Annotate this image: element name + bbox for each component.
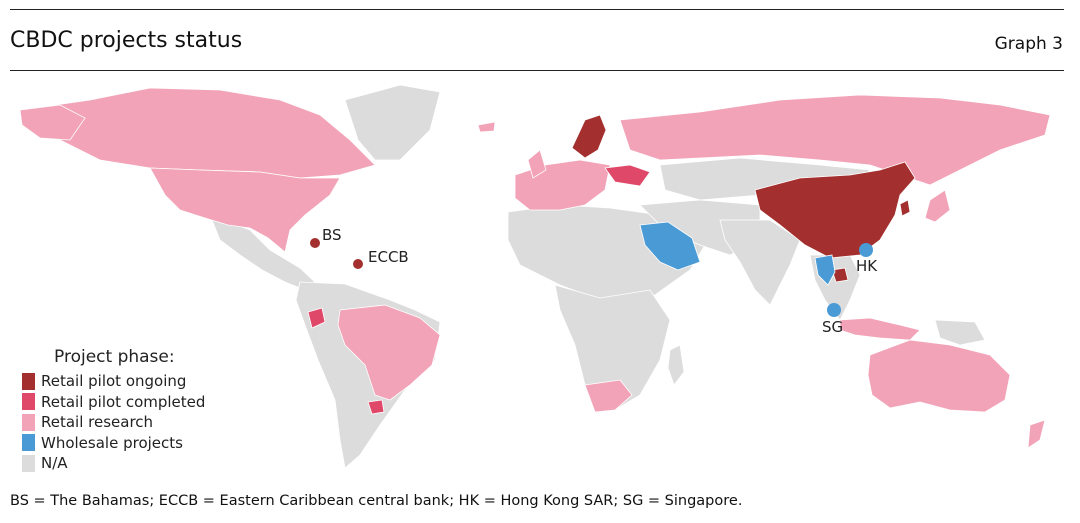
map-south-africa-research bbox=[584, 379, 633, 413]
map-australia bbox=[867, 339, 1011, 413]
marker-label-hk: HK bbox=[856, 257, 878, 275]
legend-swatch-na bbox=[22, 454, 35, 472]
map-thailand bbox=[814, 254, 836, 286]
legend-title: Project phase: bbox=[54, 347, 175, 367]
map-cambodia bbox=[831, 267, 849, 283]
legend-label: Retail research bbox=[41, 413, 154, 432]
map-new-zealand bbox=[1027, 419, 1046, 449]
legend-item: Retail research bbox=[22, 412, 205, 433]
map-alaska bbox=[19, 104, 86, 141]
map-japan bbox=[924, 189, 951, 223]
map-indonesia bbox=[839, 317, 921, 341]
map-russia bbox=[619, 94, 1051, 186]
legend-item: Retail pilot ongoing bbox=[22, 371, 205, 392]
map-legend: Project phase: Retail pilot ongoing Reta… bbox=[22, 347, 205, 474]
legend-swatch-wholesale bbox=[22, 434, 35, 452]
marker-eccb-dot bbox=[353, 259, 363, 269]
legend-item: Retail pilot completed bbox=[22, 392, 205, 413]
marker-sg-dot bbox=[827, 303, 841, 317]
legend-label: Retail pilot completed bbox=[41, 392, 206, 411]
marker-label-bs: BS bbox=[322, 226, 342, 244]
legend-swatch-retail-research bbox=[22, 413, 35, 431]
legend-label: N/A bbox=[41, 454, 68, 473]
map-ecuador bbox=[307, 307, 326, 329]
map-madagascar bbox=[667, 344, 685, 386]
marker-label-eccb: ECCB bbox=[368, 248, 409, 266]
map-korea bbox=[899, 199, 911, 217]
map-png bbox=[934, 319, 986, 346]
map-ukraine bbox=[604, 164, 651, 187]
legend-item: N/A bbox=[22, 453, 205, 474]
chart-title: CBDC projects status bbox=[10, 28, 243, 53]
map-uruguay bbox=[367, 399, 385, 415]
legend-swatch-retail-pilot-completed bbox=[22, 393, 35, 411]
legend-item: Wholesale projects bbox=[22, 433, 205, 454]
map-saudi-arabia bbox=[639, 221, 701, 271]
marker-hk-dot bbox=[859, 243, 873, 257]
map-uk bbox=[527, 149, 547, 179]
graph-number: Graph 3 bbox=[994, 34, 1063, 54]
map-sweden bbox=[571, 114, 607, 159]
top-rule bbox=[10, 9, 1064, 10]
map-canada bbox=[19, 87, 376, 179]
map-brazil bbox=[337, 304, 441, 401]
title-rule bbox=[10, 70, 1064, 71]
legend-label: Wholesale projects bbox=[41, 433, 183, 452]
legend-label: Retail pilot ongoing bbox=[41, 372, 187, 391]
map-usa bbox=[149, 167, 341, 253]
map-china bbox=[754, 161, 916, 259]
world-map: BS ECCB HK SG bbox=[19, 84, 1051, 469]
marker-label-sg: SG bbox=[822, 318, 843, 336]
map-south-africa bbox=[554, 284, 671, 413]
legend-swatch-retail-pilot-ongoing bbox=[22, 372, 35, 390]
map-iceland bbox=[477, 121, 496, 133]
marker-bahamas-dot bbox=[310, 238, 320, 248]
map-south-asia bbox=[719, 219, 801, 306]
map-greenland bbox=[344, 84, 441, 161]
map-europe bbox=[514, 159, 611, 211]
footnote: BS = The Bahamas; ECCB = Eastern Caribbe… bbox=[10, 493, 743, 509]
